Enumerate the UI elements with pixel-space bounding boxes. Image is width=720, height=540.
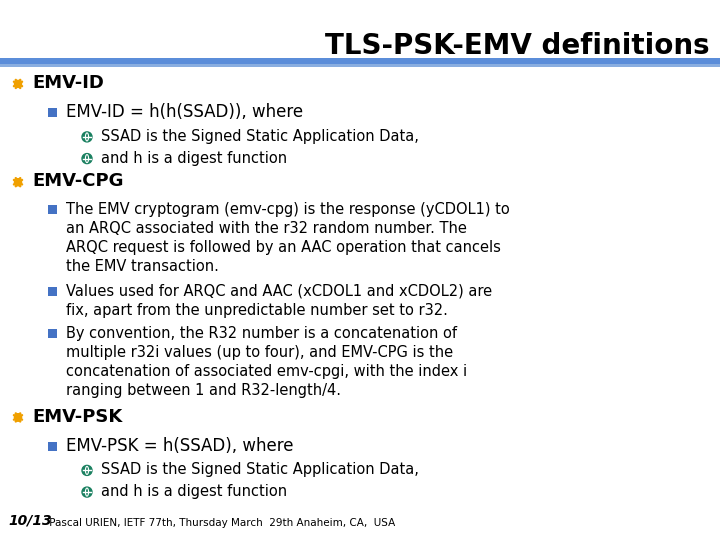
Text: EMV-PSK: EMV-PSK [32, 408, 122, 426]
Text: EMV-ID: EMV-ID [32, 74, 104, 92]
Text: Pascal URIEN, IETF 77th, Thursday March  29th Anaheim, CA,  USA: Pascal URIEN, IETF 77th, Thursday March … [46, 518, 395, 528]
Circle shape [82, 487, 92, 497]
Bar [48, 205, 56, 214]
Bar [48, 329, 56, 338]
Circle shape [82, 465, 92, 475]
Text: TLS-PSK-EMV definitions: TLS-PSK-EMV definitions [325, 32, 710, 60]
Circle shape [82, 153, 92, 164]
Bar [0, 64, 720, 67]
Text: and h is a digest function: and h is a digest function [101, 151, 287, 166]
Circle shape [82, 132, 92, 142]
Text: EMV-CPG: EMV-CPG [32, 172, 124, 190]
Text: EMV-ID = h(h(SSAD)), where: EMV-ID = h(h(SSAD)), where [66, 103, 303, 122]
Text: and h is a digest function: and h is a digest function [101, 484, 287, 499]
Text: SSAD is the Signed Static Application Data,: SSAD is the Signed Static Application Da… [101, 462, 419, 477]
Text: SSAD is the Signed Static Application Data,: SSAD is the Signed Static Application Da… [101, 129, 419, 144]
Bar [48, 442, 56, 450]
Text: EMV-PSK = h(SSAD), where: EMV-PSK = h(SSAD), where [66, 437, 294, 455]
Text: By convention, the R32 number is a concatenation of
multiple r32i values (up to : By convention, the R32 number is a conca… [66, 326, 467, 399]
Text: 10/13: 10/13 [8, 514, 52, 528]
Bar [0, 58, 720, 64]
Text: The EMV cryptogram (emv-cpg) is the response (yCDOL1) to
an ARQC associated with: The EMV cryptogram (emv-cpg) is the resp… [66, 201, 510, 274]
Bar [48, 108, 56, 117]
Bar [48, 287, 56, 296]
Text: Values used for ARQC and AAC (xCDOL1 and xCDOL2) are
fix, apart from the unpredi: Values used for ARQC and AAC (xCDOL1 and… [66, 284, 492, 318]
